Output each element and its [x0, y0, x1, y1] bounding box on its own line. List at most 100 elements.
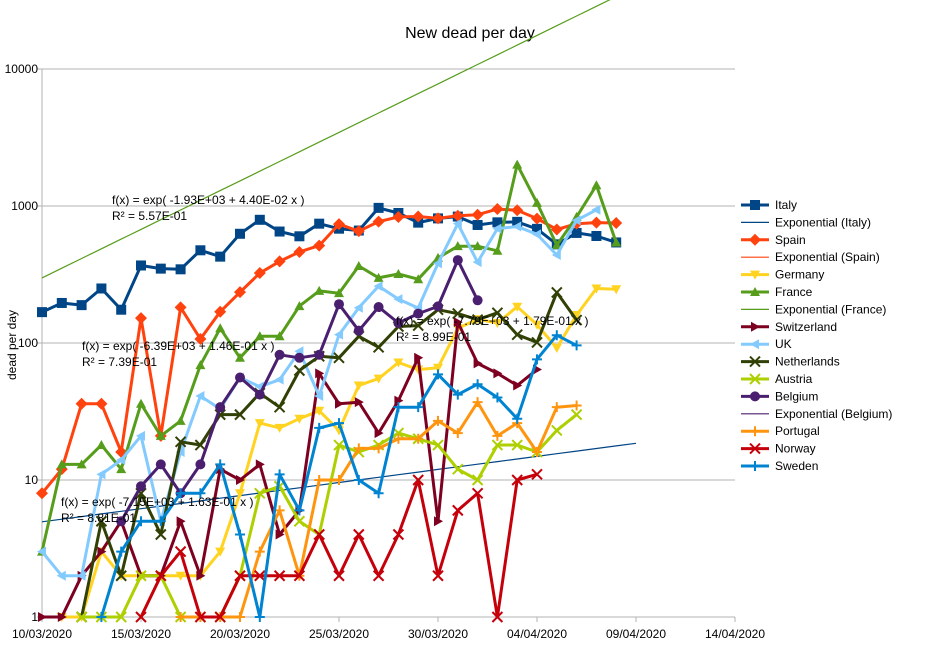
data-point	[452, 463, 464, 475]
data-point	[314, 391, 324, 402]
data-point	[313, 239, 326, 252]
legend-item-exponential-spain: Exponential (Spain)	[741, 250, 880, 264]
data-point	[353, 381, 364, 391]
data-point	[57, 612, 67, 622]
legend-item-switzerland: Switzerland	[741, 320, 837, 334]
data-point	[116, 516, 127, 527]
legend-marker	[749, 355, 761, 368]
legend-label: Italy	[775, 198, 797, 212]
legend-item-germany: Germany	[741, 268, 824, 282]
data-point	[433, 363, 443, 373]
axes: 1 10 100 1000 10000 10/03/2020 15/03/2020 20/03…	[5, 62, 766, 641]
data-point	[491, 307, 504, 319]
x-tick-label: 10/03/2020	[12, 627, 72, 641]
legend-label: Germany	[775, 268, 824, 282]
data-point	[412, 474, 424, 486]
data-point	[254, 331, 265, 341]
data-point	[414, 352, 424, 363]
data-point	[37, 307, 47, 318]
data-point	[255, 459, 265, 470]
data-point	[472, 379, 483, 390]
data-point	[215, 251, 226, 262]
data-point	[591, 284, 602, 294]
data-point	[333, 570, 345, 582]
data-point	[532, 320, 542, 330]
data-point	[215, 547, 226, 557]
legend-label: Exponential (Belgium)	[775, 407, 892, 421]
data-point	[96, 283, 107, 294]
legend-label: Belgium	[775, 389, 818, 403]
legend-item-belgium: Belgium	[741, 389, 818, 403]
data-point	[472, 397, 483, 408]
data-point	[155, 528, 167, 541]
data-point	[492, 392, 503, 403]
trend-annotations: f(x) = exp( -1.93E+03 + 4.40E-02 x ) R² =…	[61, 193, 588, 525]
data-point	[136, 481, 146, 492]
data-point	[195, 459, 206, 470]
data-point	[196, 570, 206, 581]
data-point	[452, 504, 464, 517]
data-point	[136, 516, 146, 527]
data-point	[373, 202, 384, 213]
data-point	[135, 570, 147, 582]
legend-item-uk: UK	[741, 337, 792, 351]
data-point	[174, 545, 187, 558]
data-point	[433, 415, 443, 426]
data-point	[551, 402, 562, 413]
data-point	[491, 439, 504, 451]
data-point	[611, 237, 622, 247]
data-point	[472, 241, 483, 251]
data-point	[511, 328, 523, 341]
data-point	[155, 570, 167, 582]
data-point	[175, 488, 186, 499]
series-line	[41, 206, 617, 314]
data-point	[452, 428, 463, 439]
gridlines	[42, 68, 735, 618]
legend-item-netherlands: Netherlands	[741, 355, 840, 369]
y-tick-label: 10000	[5, 62, 39, 76]
data-point	[511, 439, 523, 451]
data-point	[372, 570, 385, 582]
y-tick-label: 1000	[11, 199, 38, 213]
data-point	[37, 546, 46, 557]
data-point	[235, 612, 245, 622]
series-layer	[36, 159, 623, 623]
data-point	[75, 611, 88, 623]
data-point	[353, 302, 363, 313]
data-point	[155, 459, 166, 470]
data-point	[135, 312, 147, 325]
legend-label: Sweden	[775, 459, 818, 473]
data-point	[352, 225, 365, 238]
data-point	[314, 475, 325, 485]
data-point	[334, 299, 344, 310]
data-point	[492, 223, 502, 234]
data-point	[294, 301, 305, 311]
data-point	[353, 528, 365, 541]
data-point	[551, 424, 563, 437]
data-point	[315, 368, 325, 379]
data-point	[116, 304, 127, 315]
data-point	[333, 218, 345, 231]
data-point	[293, 245, 306, 258]
legend-marker	[749, 373, 761, 385]
data-point	[293, 570, 306, 582]
x-tick-label: 30/03/2020	[408, 627, 468, 641]
legend-label: France	[775, 285, 813, 299]
data-point	[293, 364, 306, 377]
legend-label: Netherlands	[775, 355, 840, 369]
series-line	[40, 163, 618, 552]
x-tick-label: 15/03/2020	[111, 627, 171, 641]
data-point	[432, 570, 444, 582]
series-spain	[36, 203, 623, 500]
data-point	[314, 422, 325, 433]
data-point	[76, 570, 86, 581]
data-point	[413, 402, 424, 413]
y-tick-label: 10	[25, 473, 39, 487]
legend-item-norway: Norway	[741, 442, 816, 456]
data-point	[413, 274, 424, 284]
data-point	[551, 343, 562, 353]
data-point	[194, 439, 207, 451]
data-point	[274, 423, 285, 433]
legend-marker	[750, 270, 760, 280]
data-point	[175, 571, 186, 581]
